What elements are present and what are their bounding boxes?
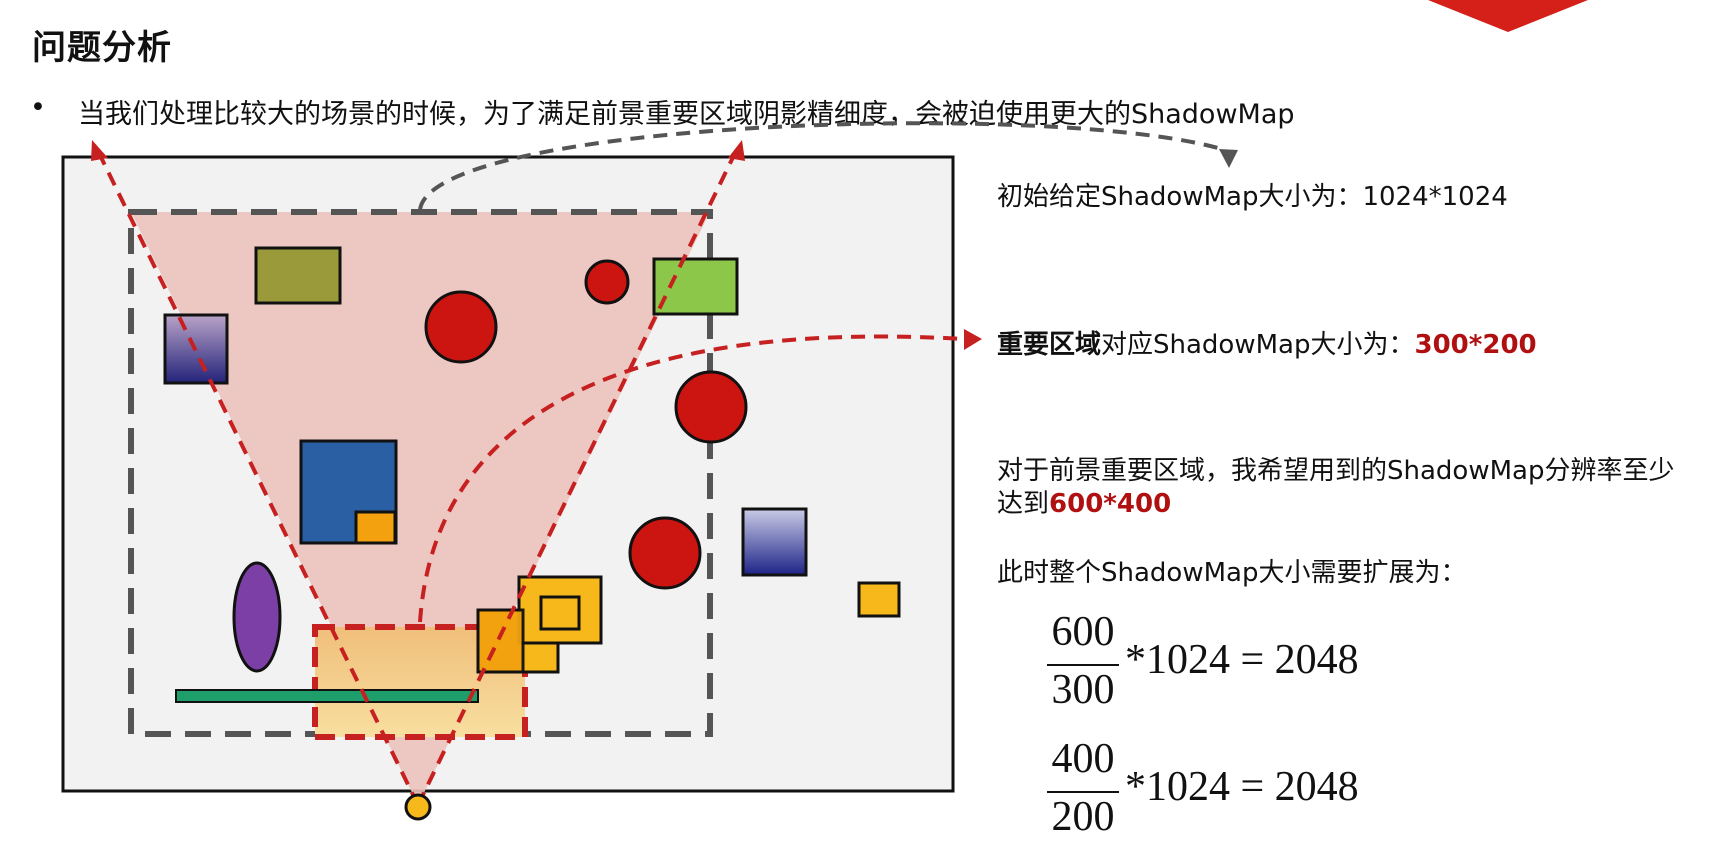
page-title: 问题分析 bbox=[32, 28, 172, 68]
camera-point bbox=[404, 793, 432, 821]
yellow-small-square bbox=[857, 581, 901, 618]
red-dashed-arrow bbox=[418, 334, 966, 623]
desire-line-2: 达到600*400 bbox=[997, 483, 1171, 520]
important-region-value: 300*200 bbox=[1414, 330, 1537, 360]
bullet-marker: • bbox=[30, 92, 46, 123]
red-arrowhead bbox=[964, 329, 982, 350]
initial-size-text: 初始给定ShadowMap大小为：1024*1024 bbox=[997, 182, 1508, 212]
equation-height-result: *1024 = 2048 bbox=[1125, 764, 1359, 810]
desire-prefix: 达到 bbox=[997, 489, 1050, 519]
fraction-bar bbox=[1047, 791, 1119, 793]
desire-value: 600*400 bbox=[1049, 489, 1172, 519]
important-region bbox=[312, 624, 528, 740]
frustum-edge-left bbox=[94, 146, 420, 806]
equation-height-denominator: 200 bbox=[1051, 794, 1115, 840]
frustum-edge-right bbox=[416, 146, 740, 806]
equation-width-result: *1024 = 2048 bbox=[1125, 637, 1359, 683]
grey-arrowhead bbox=[1219, 149, 1238, 168]
purple-gradient-square bbox=[163, 313, 229, 385]
green-rect bbox=[652, 257, 739, 316]
frustum-arrowhead-left bbox=[91, 140, 108, 161]
yellow-box-cluster-2 bbox=[539, 595, 581, 631]
shadowmap-coverage-box bbox=[128, 209, 713, 737]
desire-line-1: 对于前景重要区域，我希望用到的ShadowMap分辨率至少 bbox=[997, 456, 1675, 486]
camera-frustum-fill bbox=[131, 212, 710, 805]
frustum-arrowhead-right bbox=[728, 140, 745, 161]
red-circle-large bbox=[424, 290, 498, 364]
olive-rect bbox=[254, 246, 342, 305]
red-circle-small bbox=[584, 259, 630, 305]
red-circle-lower bbox=[628, 516, 702, 590]
orange-small-square bbox=[354, 510, 397, 545]
equation-width-numerator: 600 bbox=[1051, 609, 1115, 655]
expand-text: 此时整个ShadowMap大小需要扩展为： bbox=[997, 558, 1467, 588]
orange-box-overlap bbox=[476, 608, 525, 674]
equation-width-denominator: 300 bbox=[1051, 667, 1115, 713]
green-bar bbox=[175, 689, 479, 703]
bullet-text: 当我们处理比较大的场景的时候，为了满足前景重要区域阴影精细度，会被迫使用更大的S… bbox=[78, 99, 1295, 130]
grey-dashed-arrow bbox=[418, 121, 1226, 211]
important-region-desc: 对应ShadowMap大小为： bbox=[1101, 330, 1415, 360]
blue-gradient-square bbox=[741, 507, 808, 577]
equation-height-numerator: 400 bbox=[1051, 736, 1115, 782]
important-region-text: 重要区域对应ShadowMap大小为：300*200 bbox=[997, 324, 1537, 361]
important-region-label: 重要区域 bbox=[997, 330, 1102, 360]
fraction-bar bbox=[1047, 664, 1119, 666]
red-circle-right bbox=[674, 370, 748, 444]
purple-ellipse bbox=[232, 561, 282, 673]
